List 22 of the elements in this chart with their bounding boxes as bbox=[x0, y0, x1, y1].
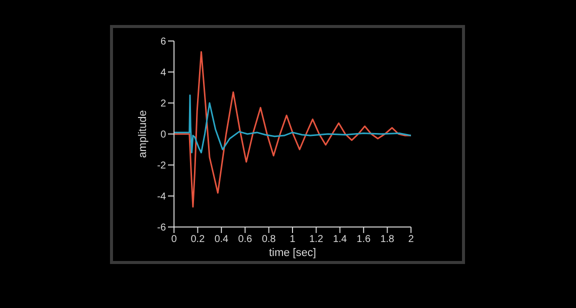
x-axis-title: time [sec] bbox=[268, 247, 316, 259]
x-tick-label: 1.8 bbox=[380, 234, 395, 246]
x-tick-label: 1.2 bbox=[309, 234, 324, 246]
y-tick-label: -6 bbox=[157, 222, 166, 234]
y-tick-label: 4 bbox=[160, 68, 166, 79]
y-tick-label: 2 bbox=[160, 98, 166, 110]
x-tick-label: 0.4 bbox=[214, 234, 229, 246]
x-tick-label: 1 bbox=[290, 234, 296, 246]
x-tick-label: 0.8 bbox=[262, 234, 276, 246]
x-tick-label: 0 bbox=[171, 234, 178, 246]
x-tick-label: 0.2 bbox=[190, 234, 206, 246]
x-tick-label: 2 bbox=[408, 234, 414, 246]
y-tick-label: -4 bbox=[157, 192, 166, 203]
x-tick-label: 1.6 bbox=[356, 234, 371, 246]
y-tick-label: 0 bbox=[160, 130, 166, 141]
y-tick-label: -2 bbox=[157, 160, 166, 172]
line-series bbox=[174, 51, 411, 208]
y-axis-title: amplitude bbox=[136, 110, 149, 158]
x-tick-label: 0.6 bbox=[238, 234, 252, 246]
y-tick-label: 6 bbox=[160, 36, 166, 48]
x-tick-label: 1.4 bbox=[332, 234, 348, 246]
line-series bbox=[174, 94, 411, 154]
